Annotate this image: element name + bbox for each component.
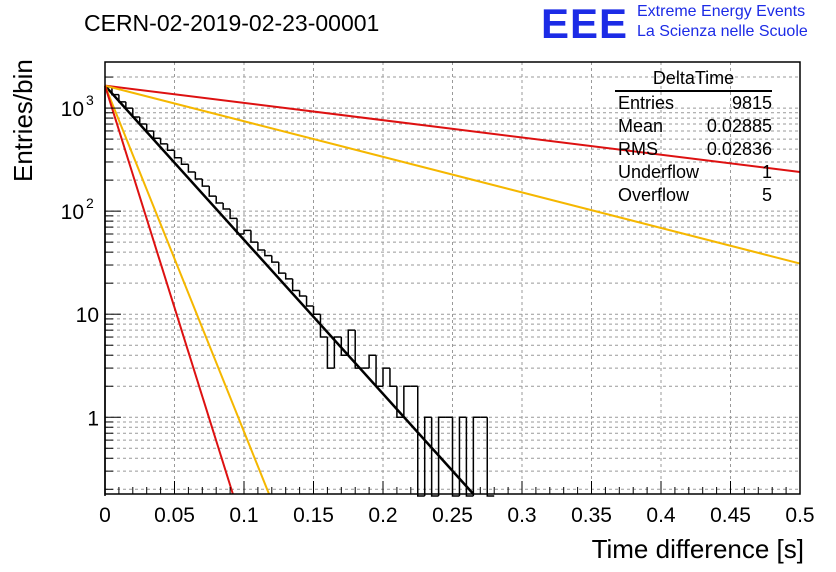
x-tick-label: 0.25: [432, 504, 473, 527]
histogram-bin: [201, 179, 210, 187]
x-tick-label: 0.4: [646, 504, 676, 527]
axis-ticks: [104, 76, 801, 494]
fit-curve: [104, 84, 801, 173]
fit-curve: [104, 84, 801, 265]
histogram-bin: [472, 416, 481, 496]
x-tick-label: 0.05: [154, 504, 195, 527]
histogram-bin: [368, 354, 377, 369]
histogram-bin: [417, 386, 425, 497]
logo-line-2: La Scienza nelle Scuole: [637, 23, 808, 40]
histogram-bin: [298, 290, 307, 297]
y-tick-label: 10: [61, 98, 84, 121]
histogram-bin: [152, 130, 161, 139]
histogram-bin: [486, 417, 495, 497]
stats-label: RMS: [618, 139, 658, 159]
histogram-bin: [319, 314, 328, 338]
stats-label: Mean: [618, 116, 664, 136]
y-tick-exponent: 2: [86, 195, 94, 211]
x-tick-label: 0.2: [368, 504, 397, 527]
histogram-bin: [173, 150, 182, 159]
histogram-bin: [458, 416, 467, 496]
histogram-bin: [243, 229, 251, 235]
histogram-bin: [264, 249, 272, 257]
histogram-bin: [437, 416, 446, 496]
fit-curve: [104, 85, 270, 495]
histogram-bin: [125, 101, 133, 109]
stats-value: 5: [761, 185, 772, 205]
stats-box: DeltaTime Entries 9815 Mean 0.02885 RMS …: [612, 68, 772, 207]
stats-value: 1: [761, 162, 772, 182]
histogram-bin: [382, 367, 390, 387]
histogram-bin: [396, 386, 404, 419]
stats-row-underflow: Underflow 1: [612, 161, 772, 184]
histogram-bin: [347, 329, 356, 356]
histogram-bin: [326, 337, 335, 369]
histogram-bin: [208, 186, 217, 197]
fit-curve: [104, 84, 475, 495]
histogram-bin: [340, 337, 349, 356]
stats-row-mean: Mean 0.02885: [612, 115, 772, 138]
eee-logo: EEE: [541, 0, 629, 47]
y-tick-label: 10: [61, 201, 84, 224]
x-axis-label: Time difference [s]: [591, 534, 804, 564]
fit-curve: [104, 85, 234, 495]
y-axis-label: Entries/bin: [8, 59, 38, 182]
histogram-bin: [403, 385, 411, 418]
x-tick-label: 0.5: [785, 504, 814, 527]
stats-title: DeltaTime: [615, 68, 772, 92]
histogram-bin: [215, 196, 224, 204]
histogram-bin: [451, 417, 460, 497]
histogram-bin: [312, 306, 321, 315]
y-tick-label: 10: [76, 304, 99, 327]
tick-labels: 0 0.05 0.1 0.15 0.2 0.25 0.3 0.35 0.4 0.45 0.5 1 10 1…: [61, 92, 815, 527]
histogram-bin: [291, 278, 300, 292]
histogram-bin: [333, 336, 342, 369]
y-tick-exponent: 3: [86, 92, 94, 108]
x-tick-label: 0.3: [507, 504, 536, 527]
histogram-bin: [104, 86, 112, 496]
histogram-bin: [229, 208, 238, 220]
stats-row-entries: Entries 9815: [612, 92, 772, 115]
histogram-bin: [194, 171, 203, 180]
stats-value: 9815: [731, 93, 772, 113]
stats-value: 0.02885: [706, 116, 772, 136]
logo-line-1: Extreme Energy Events: [637, 3, 806, 20]
plot-title: CERN-02-2019-02-23-00001: [84, 10, 380, 36]
histogram-bin: [166, 143, 175, 151]
x-tick-label: 0.15: [293, 504, 334, 527]
y-tick-label: 1: [87, 407, 99, 430]
x-tick-label: 0.45: [710, 504, 751, 527]
stats-row-rms: RMS 0.02836: [612, 138, 772, 161]
histogram-bin: [159, 138, 168, 145]
histogram-bin: [389, 368, 397, 387]
histogram-bin: [430, 417, 439, 497]
histogram-bin: [257, 242, 265, 251]
histogram-bin: [145, 124, 154, 132]
histogram-bin: [423, 416, 432, 496]
x-tick-label: 0: [99, 504, 111, 527]
histogram-bin: [187, 164, 196, 173]
histogram-bin: [278, 262, 286, 274]
grid: [105, 62, 800, 494]
x-tick-label: 0.35: [571, 504, 612, 527]
histogram-bin: [284, 273, 293, 280]
histogram: [104, 86, 495, 497]
stats-label: Overflow: [618, 185, 690, 205]
stats-label: Entries: [618, 93, 675, 113]
histogram-bin: [250, 230, 258, 243]
x-tick-label: 0.1: [229, 504, 258, 527]
histogram-bin: [271, 255, 279, 263]
histogram-bin: [236, 218, 244, 235]
histogram-bin: [180, 157, 189, 166]
histogram-bin: [375, 355, 383, 387]
histogram-bin: [465, 417, 474, 497]
stats-row-overflow: Overflow 5: [612, 184, 772, 207]
histogram-bin: [222, 202, 231, 210]
histogram-bin: [305, 296, 314, 307]
fit-curves: [104, 84, 801, 495]
stats-label: Underflow: [618, 162, 700, 182]
stats-value: 0.02836: [706, 139, 772, 159]
